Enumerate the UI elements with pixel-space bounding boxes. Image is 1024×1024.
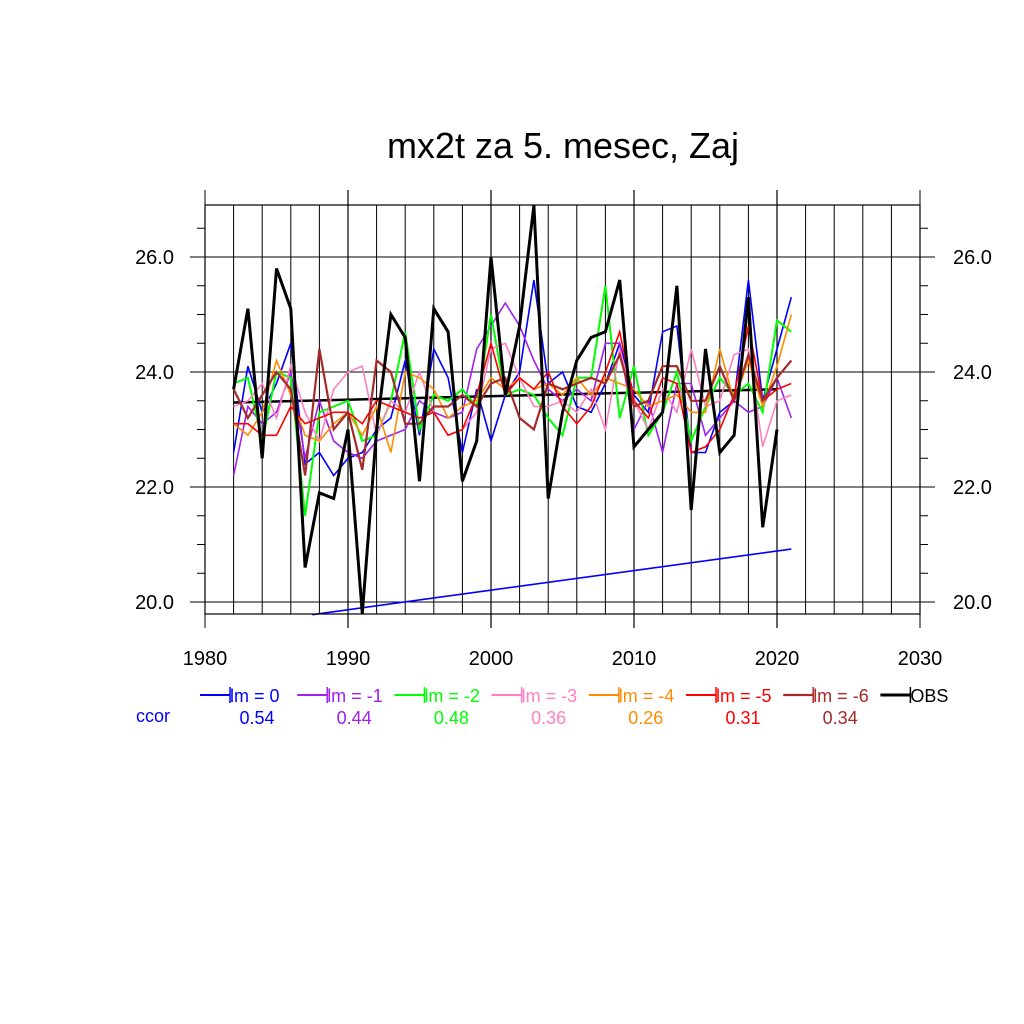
ccor-value-5: 0.31	[725, 708, 760, 728]
ccor-label: ccor	[136, 706, 170, 726]
y-tick-label-left: 22.0	[135, 477, 174, 499]
axes: 1980 1990 2000 2010 2020 2030 20.0 20.0 22.0 22.0…	[135, 190, 992, 670]
legend-label-3: lm = -3	[522, 686, 578, 706]
ccor-value-3: 0.36	[531, 708, 566, 728]
legend-label-0: lm = 0	[230, 686, 280, 706]
series-lines	[232, 205, 793, 614]
plot-frame	[204, 204, 921, 615]
y-tick-label-right: 24.0	[953, 362, 992, 384]
series-line-7	[232, 205, 779, 614]
legend-label-1: lm = -1	[327, 686, 383, 706]
y-tick-label-right: 20.0	[953, 592, 992, 614]
plot-border	[204, 204, 921, 615]
ccor-value-2: 0.48	[434, 708, 469, 728]
trend-line-lm0-trend	[312, 548, 792, 616]
series-line-1	[232, 301, 793, 476]
legend-label-2: lm = -2	[424, 686, 480, 706]
y-tick-label-right: 26.0	[953, 247, 992, 269]
y-tick-label-right: 22.0	[953, 477, 992, 499]
legend-label-7: OBS	[910, 686, 948, 706]
series-line-4	[233, 314, 793, 453]
series-line-6	[232, 348, 793, 476]
x-tick-label: 2030	[898, 648, 943, 670]
x-tick-label: 1980	[183, 648, 228, 670]
ccor-value-0: 0.54	[239, 708, 274, 728]
y-tick-label-left: 24.0	[135, 362, 174, 384]
ccor-value-6: 0.34	[823, 708, 858, 728]
legend-label-6: lm = -6	[813, 686, 869, 706]
ccor-value-1: 0.44	[337, 708, 372, 728]
legend-label-4: lm = -4	[619, 686, 675, 706]
x-tick-label: 1990	[326, 648, 371, 670]
y-tick-label-left: 26.0	[135, 247, 174, 269]
x-tick-label: 2000	[469, 648, 514, 670]
chart-title: mx2t za 5. mesec, Zaj	[387, 125, 739, 166]
x-tick-label: 2020	[755, 648, 800, 670]
x-tick-label: 2010	[612, 648, 657, 670]
legend-label-5: lm = -5	[716, 686, 772, 706]
y-tick-label-left: 20.0	[135, 592, 174, 614]
series-line-5	[233, 325, 792, 454]
ccor-value-4: 0.26	[628, 708, 663, 728]
